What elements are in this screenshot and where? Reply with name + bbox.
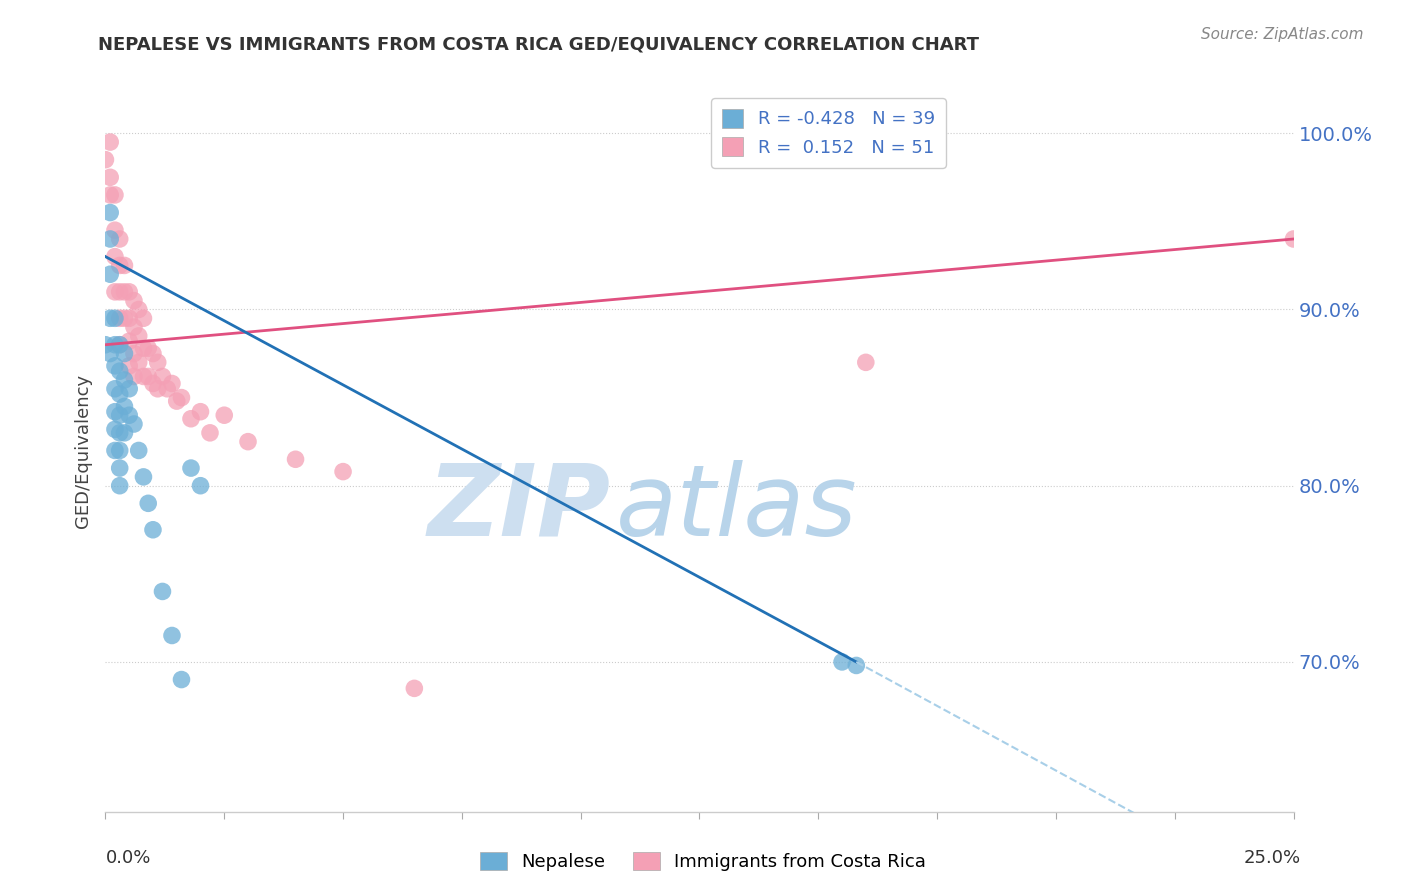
Point xyxy=(128,329,150,343)
Point xyxy=(160,628,183,642)
Point xyxy=(142,523,165,537)
Point xyxy=(114,346,136,360)
Point xyxy=(108,408,131,422)
Point xyxy=(132,311,155,326)
Point xyxy=(104,382,127,396)
Point xyxy=(122,369,145,384)
Point xyxy=(190,479,212,493)
Point xyxy=(156,382,179,396)
Point xyxy=(104,250,127,264)
Point xyxy=(98,346,121,360)
Point xyxy=(180,411,202,425)
Text: ZIP: ZIP xyxy=(427,459,610,557)
Point xyxy=(118,311,141,326)
Point xyxy=(108,364,131,378)
Point xyxy=(284,452,307,467)
Point xyxy=(114,285,136,299)
Legend: Nepalese, Immigrants from Costa Rica: Nepalese, Immigrants from Costa Rica xyxy=(472,845,934,879)
Text: 0.0%: 0.0% xyxy=(105,849,150,867)
Point xyxy=(98,311,121,326)
Point xyxy=(122,293,145,308)
Point xyxy=(108,232,131,246)
Point xyxy=(98,232,121,246)
Y-axis label: GED/Equivalency: GED/Equivalency xyxy=(75,374,93,527)
Point xyxy=(108,387,131,401)
Point xyxy=(214,408,236,422)
Point xyxy=(108,461,131,475)
Point xyxy=(104,443,127,458)
Point xyxy=(118,382,141,396)
Point xyxy=(142,376,165,391)
Point xyxy=(94,153,117,167)
Point xyxy=(128,355,150,369)
Point xyxy=(108,337,131,351)
Point xyxy=(404,681,426,696)
Point xyxy=(146,355,169,369)
Point xyxy=(114,425,136,440)
Point xyxy=(108,285,131,299)
Point xyxy=(94,337,117,351)
Point xyxy=(122,320,145,334)
Point xyxy=(98,205,121,219)
Text: atlas: atlas xyxy=(616,459,858,557)
Point xyxy=(122,346,145,360)
Point xyxy=(114,311,136,326)
Point xyxy=(104,422,127,436)
Legend: R = -0.428   N = 39, R =  0.152   N = 51: R = -0.428 N = 39, R = 0.152 N = 51 xyxy=(711,98,946,168)
Point xyxy=(104,285,127,299)
Point xyxy=(831,655,853,669)
Point xyxy=(136,496,159,510)
Point xyxy=(98,135,121,149)
Point xyxy=(104,337,127,351)
Point xyxy=(118,359,141,373)
Point xyxy=(190,405,212,419)
Point xyxy=(104,223,127,237)
Point xyxy=(855,355,877,369)
Point xyxy=(104,311,127,326)
Point xyxy=(98,188,121,202)
Point xyxy=(114,373,136,387)
Point xyxy=(332,465,354,479)
Point xyxy=(114,400,136,414)
Point xyxy=(198,425,221,440)
Point xyxy=(108,311,131,326)
Point xyxy=(104,188,127,202)
Text: NEPALESE VS IMMIGRANTS FROM COSTA RICA GED/EQUIVALENCY CORRELATION CHART: NEPALESE VS IMMIGRANTS FROM COSTA RICA G… xyxy=(98,36,980,54)
Point xyxy=(104,405,127,419)
Point xyxy=(152,369,174,384)
Point xyxy=(136,369,159,384)
Point xyxy=(108,479,131,493)
Point xyxy=(152,584,174,599)
Point xyxy=(132,341,155,355)
Point xyxy=(236,434,259,449)
Point xyxy=(128,302,150,317)
Point xyxy=(136,341,159,355)
Point xyxy=(132,470,155,484)
Point xyxy=(118,285,141,299)
Point xyxy=(128,443,150,458)
Point xyxy=(98,170,121,185)
Point xyxy=(122,417,145,431)
Point xyxy=(180,461,202,475)
Point xyxy=(845,658,868,673)
Point xyxy=(108,443,131,458)
Point xyxy=(166,394,188,409)
Point xyxy=(170,391,193,405)
Point xyxy=(146,382,169,396)
Point xyxy=(108,337,131,351)
Point xyxy=(118,334,141,349)
Point xyxy=(114,259,136,273)
Point xyxy=(98,267,121,281)
Point xyxy=(104,359,127,373)
Point xyxy=(160,376,183,391)
Point xyxy=(108,259,131,273)
Text: 25.0%: 25.0% xyxy=(1243,849,1301,867)
Point xyxy=(118,408,141,422)
Point xyxy=(170,673,193,687)
Point xyxy=(132,369,155,384)
Point xyxy=(108,425,131,440)
Text: Source: ZipAtlas.com: Source: ZipAtlas.com xyxy=(1201,27,1364,42)
Point xyxy=(1282,232,1305,246)
Point xyxy=(142,346,165,360)
